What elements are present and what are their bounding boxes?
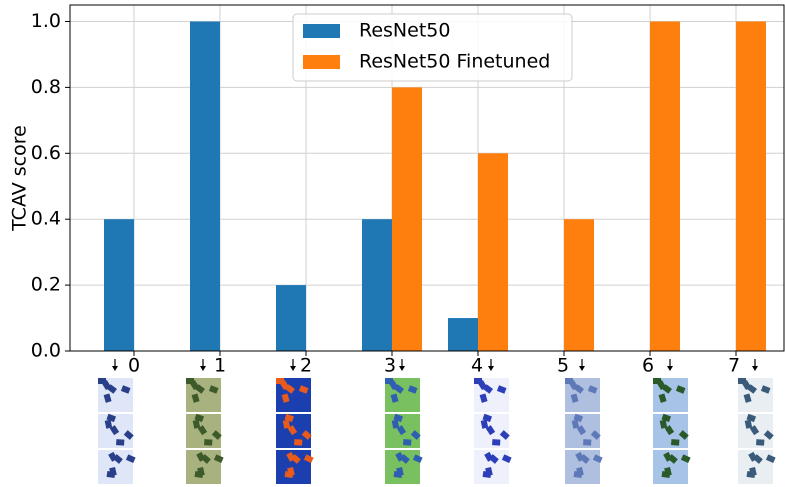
legend-label: ResNet50	[359, 20, 450, 42]
thumbnail-pattern	[116, 439, 124, 446]
bar	[650, 21, 680, 351]
thumbnail	[276, 450, 311, 484]
x-tick-label: 1	[214, 355, 226, 377]
arrow-head	[752, 366, 758, 371]
thumbnail-pattern	[403, 439, 411, 446]
bar	[478, 153, 508, 351]
thumbnail-pattern	[574, 471, 583, 478]
y-tick-label: 0.8	[31, 76, 61, 98]
thumbnail-pattern	[107, 471, 116, 478]
legend-swatch	[303, 55, 340, 69]
arrow-head	[579, 366, 585, 371]
legend: ResNet50 ResNet50 Finetuned	[293, 14, 572, 81]
thumbnail	[565, 450, 600, 484]
x-tick-label: 4	[471, 355, 483, 377]
x-tick-label: 2	[300, 355, 312, 377]
bar	[736, 21, 766, 351]
thumbnail	[98, 450, 133, 484]
chart: TCAV score 0.0 0.2 0.4 0.6 0.8 1.0 0 1 2 3 4 5 6 7 Res…	[0, 0, 785, 487]
bar	[276, 285, 306, 351]
thumbnail-pattern	[583, 439, 591, 446]
legend-swatch	[303, 24, 340, 38]
bar	[564, 219, 594, 351]
thumbnail-pattern	[492, 439, 500, 446]
bar	[104, 219, 134, 351]
arrow-head	[667, 366, 673, 371]
thumbnail	[474, 450, 509, 484]
y-axis-label: TCAV score	[9, 125, 31, 232]
arrow-head	[290, 366, 296, 371]
bar	[448, 318, 478, 351]
arrow-head	[399, 366, 405, 371]
x-tick-label: 0	[128, 355, 140, 377]
thumbnail-pattern	[195, 471, 204, 478]
x-tick-label: 5	[557, 355, 569, 377]
thumbnail-pattern	[483, 471, 492, 478]
arrow-head	[200, 366, 206, 371]
x-tick-label: 3	[384, 355, 396, 377]
thumbnail-pattern	[671, 439, 679, 446]
thumbnail	[385, 450, 420, 484]
x-tick-label: 6	[642, 355, 654, 377]
arrow-head	[488, 366, 494, 371]
arrow-head	[112, 366, 118, 371]
x-tick-label: 7	[728, 355, 740, 377]
thumbnail-pattern	[747, 471, 756, 478]
thumbnail	[186, 450, 221, 484]
bar	[190, 21, 220, 351]
thumbnail	[738, 450, 773, 484]
thumbnail-pattern	[204, 439, 212, 446]
y-tick-label: 1.0	[31, 10, 61, 32]
y-tick-label: 0.0	[31, 340, 61, 362]
thumbnail-pattern	[756, 439, 764, 446]
thumbnail-pattern	[662, 471, 671, 478]
thumbnail-pattern	[285, 471, 294, 478]
thumbnail	[653, 450, 688, 484]
thumbnail-pattern	[294, 439, 302, 446]
y-tick-label: 0.6	[31, 142, 61, 164]
thumbnail-pattern	[394, 471, 403, 478]
y-tick-label: 0.2	[31, 274, 61, 296]
legend-label: ResNet50 Finetuned	[359, 51, 550, 73]
y-tick-label: 0.4	[31, 208, 61, 230]
bar	[362, 219, 392, 351]
bar	[392, 87, 422, 351]
